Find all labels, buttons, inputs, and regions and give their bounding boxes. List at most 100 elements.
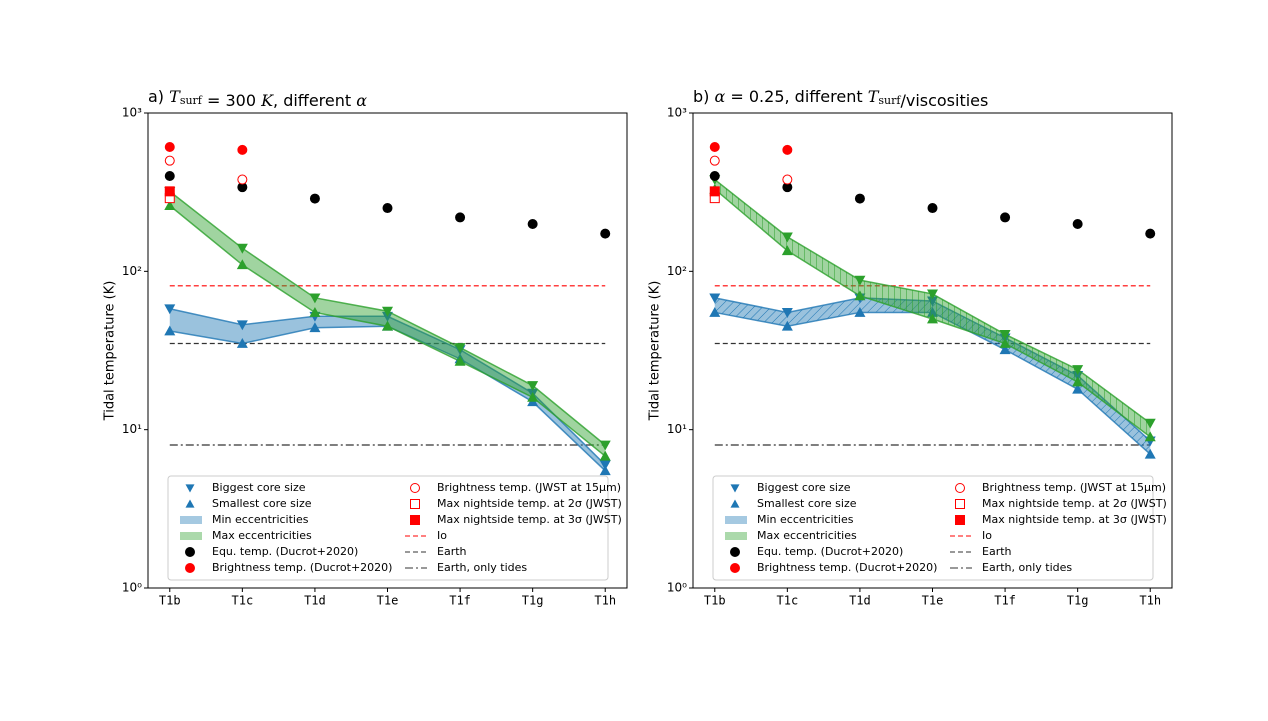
core-marker (382, 306, 393, 317)
core-marker (927, 313, 938, 324)
core-marker (999, 329, 1011, 340)
title-part: surf (180, 94, 203, 107)
legend-label: Brightness temp. (JWST at 15μm) (437, 481, 621, 494)
core-marker (527, 381, 539, 392)
title-part: , different (273, 91, 356, 110)
title-part: surf (878, 94, 901, 107)
core-marker (709, 293, 721, 304)
title-part: T (868, 87, 880, 106)
x-tick-label: T1h (1139, 594, 1161, 608)
core-marker (854, 275, 866, 286)
y-axis-label: Tidal temperature (K) (648, 281, 663, 422)
temperature-point (1145, 228, 1156, 239)
temperature-point (600, 228, 611, 239)
core-marker (599, 450, 611, 461)
y-tick-label: 10¹ (122, 422, 142, 436)
legend-swatch (180, 532, 202, 540)
title-part: α (356, 91, 367, 110)
core-marker (164, 200, 176, 211)
legend-label: Min eccentricities (212, 513, 309, 526)
core-marker (1144, 431, 1156, 442)
core-marker (309, 322, 321, 333)
temperature-point (927, 203, 938, 214)
legend-label: Max nightside temp. at 2σ (JWST) (437, 497, 622, 510)
core-marker (236, 243, 248, 254)
legend-label: Min eccentricities (757, 513, 854, 526)
title-part: /viscosities (900, 91, 988, 110)
temperature-point (455, 212, 466, 223)
legend-swatch (180, 516, 202, 524)
temperature-point (709, 155, 720, 166)
x-tick-label: T1c (232, 594, 254, 608)
legend-label: Equ. temp. (Ducrot+2020) (212, 545, 358, 558)
core-marker (1144, 448, 1156, 459)
chart-title: b) α = 0.25, different Tsurf/viscosities (693, 87, 988, 110)
temperature-point (709, 171, 720, 182)
x-tick-label: T1b (159, 594, 181, 608)
core-marker (999, 344, 1011, 355)
title-part: α (714, 87, 725, 106)
core-marker (709, 306, 721, 317)
legend-label: Earth (982, 545, 1012, 558)
legend-marker (410, 515, 420, 525)
legend-swatch (725, 532, 747, 540)
temperature-point (237, 144, 248, 155)
title-part: T (169, 87, 181, 106)
x-tick-label: T1e (377, 594, 399, 608)
temperature-point (1000, 212, 1011, 223)
core-marker (1072, 376, 1084, 387)
core-marker (454, 355, 466, 366)
core-marker (781, 232, 793, 243)
core-marker (1072, 383, 1084, 394)
legend-marker (185, 547, 195, 557)
legend-label: Earth (437, 545, 467, 558)
temperature-point (527, 219, 538, 230)
legend-label: Max nightside temp. at 2σ (JWST) (982, 497, 1167, 510)
x-tick-label: T1h (594, 594, 616, 608)
core-marker (599, 440, 611, 451)
legend-marker (955, 499, 965, 509)
legend-swatch (725, 516, 747, 524)
legend-label: Io (982, 529, 992, 542)
y-tick-label: 10³ (667, 106, 687, 120)
core-marker (854, 306, 866, 317)
legend-marker (955, 483, 965, 493)
legend-label: Max eccentricities (212, 529, 312, 542)
plot-frame (692, 112, 1173, 589)
chart-title: a) Tsurf = 300 K, different α (148, 87, 367, 110)
x-tick-label: T1d (849, 594, 871, 608)
legend-label: Max nightside temp. at 3σ (JWST) (437, 513, 622, 526)
y-tick-label: 10¹ (667, 422, 687, 436)
x-tick-label: T1f (994, 594, 1016, 608)
band-hatch (714, 297, 1151, 455)
core-marker (309, 306, 321, 317)
legend-label: Brightness temp. (Ducrot+2020) (212, 561, 392, 574)
legend-label: Earth, only tides (437, 561, 527, 574)
legend-marker (730, 563, 740, 573)
core-marker (854, 290, 866, 301)
x-tick-label: T1c (777, 594, 799, 608)
legend-label: Biggest core size (757, 481, 851, 494)
core-marker (236, 320, 248, 331)
core-marker (999, 338, 1011, 348)
temperature-point (782, 144, 793, 155)
legend-box (167, 475, 609, 581)
legend-marker (730, 484, 740, 493)
temperature-point (164, 155, 175, 166)
x-tick-label: T1e (922, 594, 944, 608)
legend-label: Max nightside temp. at 3σ (JWST) (982, 513, 1167, 526)
title-part: b) (693, 87, 714, 106)
y-axis-label: Tidal temperature (K) (103, 281, 118, 422)
eccentricity-band (169, 308, 606, 471)
temperature-point (1072, 219, 1083, 230)
legend-label: Smallest core size (757, 497, 857, 510)
core-marker (454, 343, 466, 354)
legend-box (712, 475, 1154, 581)
x-tick-label: T1f (449, 594, 471, 608)
core-marker (781, 245, 793, 256)
temperature-point (309, 193, 320, 204)
legend-marker (185, 563, 195, 573)
legend-marker (730, 547, 740, 557)
legend-label: Equ. temp. (Ducrot+2020) (757, 545, 903, 558)
band-hatch (714, 179, 1151, 437)
